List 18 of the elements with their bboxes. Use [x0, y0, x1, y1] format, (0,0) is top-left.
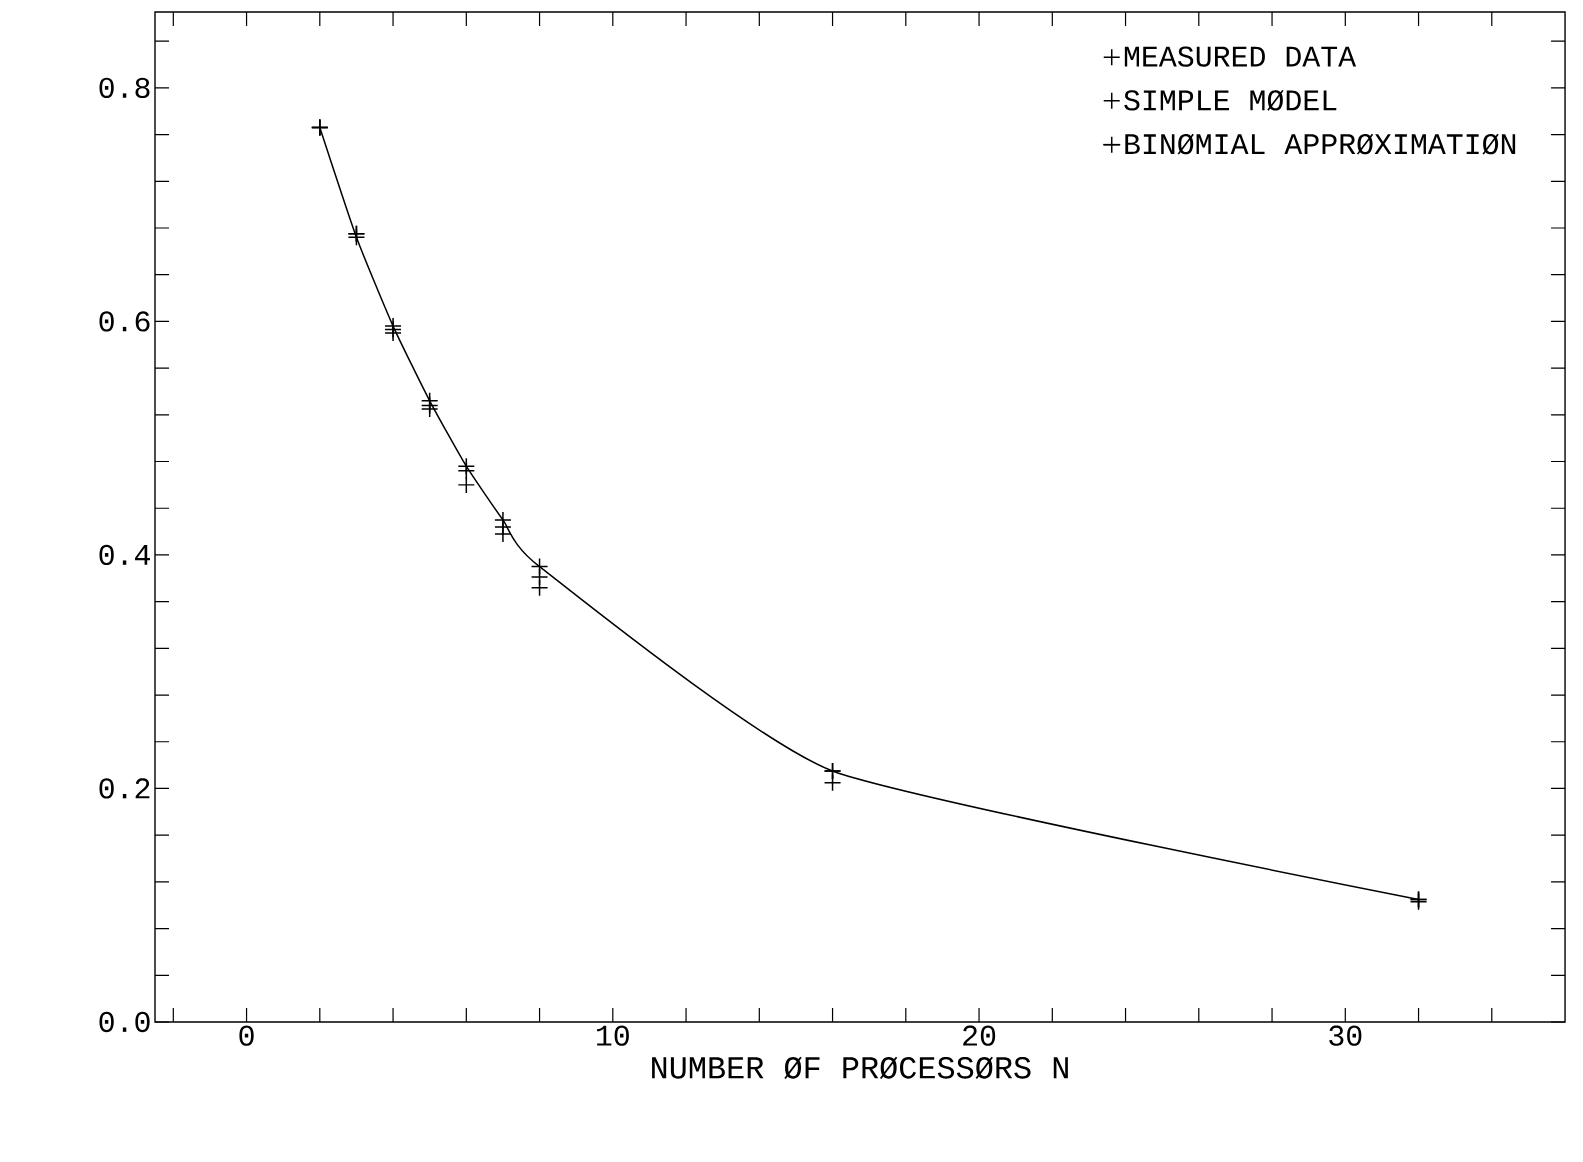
x-tick-label: 0: [239, 1025, 254, 1046]
y-tick-label: 0.2: [99, 778, 150, 799]
x-tick-label: 10: [597, 1025, 629, 1046]
x-tick-label: 20: [963, 1025, 996, 1046]
point: [347, 228, 366, 247]
point: [420, 392, 439, 410]
legend-label: SIMPLE MØDEL: [1124, 89, 1337, 111]
legend-label: MEASURED DATA: [1124, 46, 1357, 67]
point: [530, 557, 549, 576]
y-tick-label: 0.0: [99, 1011, 150, 1033]
legend-label: BINØMIAL APPRØXIMATIØN: [1125, 133, 1516, 155]
point: [457, 457, 476, 475]
y-tick-label: 0.4: [99, 544, 150, 566]
x-axis-title: NUMBER ØF PRØCESSØRS N: [652, 1056, 1068, 1079]
y-tick-label: 0.6: [99, 311, 150, 332]
point: [457, 476, 476, 494]
x-tick-label: 30: [1329, 1025, 1362, 1046]
y-tick-label: 0.8: [99, 77, 150, 99]
